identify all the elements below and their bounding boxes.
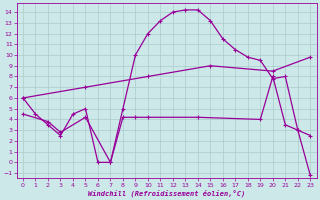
X-axis label: Windchill (Refroidissement éolien,°C): Windchill (Refroidissement éolien,°C) <box>88 189 245 197</box>
